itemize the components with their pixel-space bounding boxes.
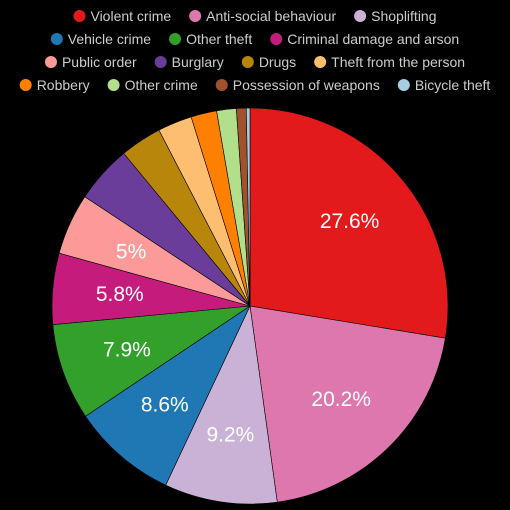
legend-item-possession-of-weapons[interactable]: Possession of weapons [215, 77, 380, 93]
legend-item-shoplifting[interactable]: Shoplifting [354, 8, 437, 24]
pie-labels: 27.6% 20.2% 9.2% 8.6% 7.9% 5.8% 5% [96, 210, 380, 447]
legend-item-public-order[interactable]: Public order [44, 54, 137, 70]
legend-marker [215, 79, 228, 91]
legend-item-robbery[interactable]: Robbery [19, 77, 90, 93]
slice-label-anti-social-behaviour: 20.2% [311, 388, 371, 411]
legend: Violent crime Anti-social behaviour Shopli… [19, 8, 491, 93]
legend-marker [73, 10, 86, 22]
legend-label: Public order [62, 54, 137, 70]
legend-marker [189, 10, 202, 22]
legend-item-burglary[interactable]: Burglary [154, 54, 224, 70]
legend-label: Criminal damage and arson [287, 31, 459, 47]
slice-other-theft[interactable] [52, 305, 251, 417]
legend-label: Theft from the person [331, 54, 465, 70]
slice-label-criminal-damage-and-arson: 5.8% [96, 283, 144, 306]
slice-label-public-order: 5% [116, 240, 146, 263]
legend-label: Other theft [186, 31, 252, 47]
legend-label: Anti-social behaviour [206, 8, 336, 24]
legend-item-drugs[interactable]: Drugs [241, 54, 296, 70]
legend-label: Violent crime [90, 8, 171, 24]
slice-label-violent-crime: 27.6% [320, 210, 380, 233]
legend-label: Vehicle crime [68, 31, 151, 47]
legend-label: Drugs [259, 54, 296, 70]
legend-marker [19, 79, 32, 91]
legend-label: Burglary [172, 54, 224, 70]
legend-item-criminal-damage-and-arson[interactable]: Criminal damage and arson [270, 31, 459, 47]
legend-item-anti-social-behaviour[interactable]: Anti-social behaviour [189, 8, 336, 24]
slice-anti-social-behaviour[interactable] [249, 305, 446, 503]
slice-label-vehicle-crime: 8.6% [141, 394, 189, 417]
legend-marker [169, 33, 182, 45]
legend-item-other-theft[interactable]: Other theft [169, 31, 252, 47]
legend-label: Bicycle theft [415, 77, 491, 93]
legend-marker [314, 56, 327, 68]
legend-item-violent-crime[interactable]: Violent crime [73, 8, 171, 24]
slice-vehicle-crime[interactable] [85, 305, 251, 486]
legend-marker [107, 79, 120, 91]
legend-marker [44, 56, 57, 68]
legend-marker [354, 10, 367, 22]
legend-label: Possession of weapons [233, 77, 380, 93]
legend-item-other-crime[interactable]: Other crime [107, 77, 198, 93]
legend-label: Robbery [37, 77, 90, 93]
legend-marker [50, 33, 63, 45]
legend-label: Other crime [125, 77, 198, 93]
slice-bicycle-theft[interactable] [245, 107, 251, 307]
legend-marker [154, 56, 167, 68]
pie-slices [51, 107, 449, 505]
legend-item-vehicle-crime[interactable]: Vehicle crime [50, 31, 151, 47]
legend-marker [270, 33, 283, 45]
legend-marker [397, 79, 410, 91]
legend-label: Shoplifting [371, 8, 436, 24]
legend-item-theft-from-the-person[interactable]: Theft from the person [314, 54, 465, 70]
slice-label-other-theft: 7.9% [103, 338, 151, 361]
slice-label-shoplifting: 9.2% [206, 424, 254, 447]
slice-shoplifting[interactable] [165, 304, 278, 505]
legend-marker [241, 56, 254, 68]
legend-item-bicycle-theft[interactable]: Bicycle theft [397, 77, 491, 93]
slice-violent-crime[interactable] [249, 107, 449, 339]
